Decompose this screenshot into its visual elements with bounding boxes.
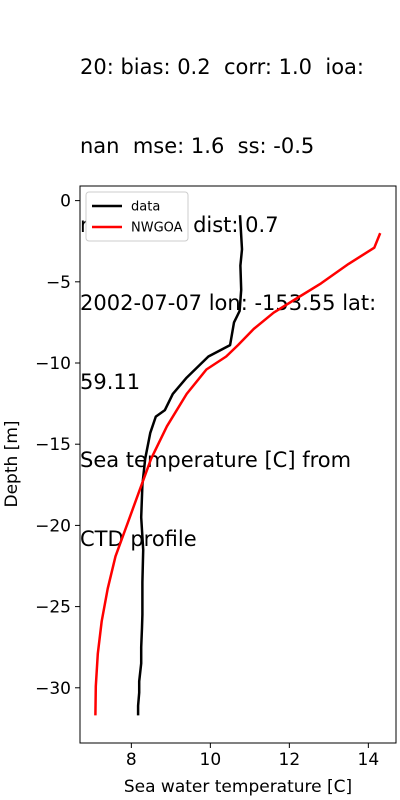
title-line-1: 20: bias: 0.2 corr: 1.0 ioa:: [80, 55, 364, 80]
x-tick-label: 8: [126, 750, 137, 770]
legend-label-data: data: [131, 200, 160, 215]
legend-frame: [85, 191, 189, 242]
y-axis: 0 −5 −10 −15 −20 −25 −30: [35, 192, 80, 699]
y-tick-label: −5: [46, 273, 71, 293]
title-line-7: CTD profile: [80, 526, 197, 551]
y-tick-label: −30: [35, 679, 71, 699]
title-line-2: nan mse: 1.6 ss: -0.5: [80, 134, 315, 158]
y-tick-label: −10: [35, 354, 71, 374]
x-axis-label: Sea water temperature [C]: [124, 777, 352, 797]
title-line-5: 59.11: [80, 369, 141, 394]
y-axis-label: Depth [m]: [2, 420, 22, 507]
legend: data NWGOA: [85, 191, 189, 242]
x-tick-label: 10: [200, 750, 222, 770]
legend-label-nwgoa: NWGOA: [131, 221, 183, 236]
series-line-data: [136, 215, 244, 716]
y-tick-label: −15: [35, 435, 71, 455]
x-tick-label: 14: [358, 750, 380, 770]
series-line-nwgoa: [94, 232, 382, 716]
plot-area-border: [79, 185, 397, 744]
y-tick-label: −20: [35, 516, 71, 536]
x-axis: 8 10 12 14: [126, 743, 379, 770]
x-tick-label: 12: [279, 750, 301, 770]
y-tick-label: −25: [35, 598, 71, 618]
y-tick-label: 0: [60, 192, 71, 212]
series-lines: [94, 215, 382, 716]
